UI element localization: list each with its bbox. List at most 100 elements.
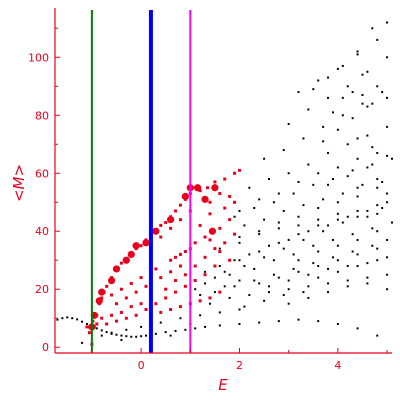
red-data-point (164, 221, 168, 225)
black-data-point (327, 291, 330, 294)
black-data-point (100, 329, 103, 332)
red-data-point (183, 284, 187, 288)
black-data-point (272, 201, 275, 204)
black-data-point (272, 273, 275, 276)
black-data-point (356, 53, 359, 56)
black-data-point (292, 267, 295, 270)
black-data-point (213, 276, 216, 279)
black-data-point (341, 114, 344, 117)
red-data-point (218, 192, 222, 196)
black-data-point (371, 227, 374, 230)
black-data-point (130, 335, 133, 338)
red-data-point (178, 218, 182, 222)
red-data-point (100, 316, 104, 320)
red-data-point (218, 250, 222, 254)
black-data-point (66, 316, 69, 319)
black-data-point (297, 233, 300, 236)
black-data-point (376, 38, 379, 41)
black-data-point (243, 305, 246, 308)
black-data-point (268, 285, 271, 288)
black-data-point (297, 91, 300, 94)
black-data-point (307, 296, 310, 299)
red-data-point (213, 247, 217, 251)
red-data-point (119, 310, 123, 314)
black-data-point (297, 224, 300, 227)
black-data-point (258, 233, 261, 236)
red-data-point (129, 305, 133, 309)
red-data-point (233, 232, 237, 236)
black-data-point (268, 178, 271, 181)
black-data-point (218, 324, 221, 327)
black-data-point (238, 236, 241, 239)
red-data-point (105, 322, 109, 326)
red-data-point (100, 296, 104, 300)
red-data-point (154, 302, 158, 306)
black-data-point (336, 212, 339, 215)
black-data-point (307, 285, 310, 288)
red-data-point (228, 194, 232, 198)
black-data-point (391, 157, 393, 160)
black-data-point (366, 276, 369, 279)
black-data-point (287, 288, 290, 291)
black-data-point (71, 317, 74, 320)
red-large-data-point (95, 297, 103, 305)
red-data-point (203, 255, 207, 259)
red-data-point (208, 238, 212, 242)
black-data-point (302, 137, 305, 140)
black-data-point (336, 128, 339, 131)
red-large-data-point (208, 227, 217, 235)
black-data-point (307, 230, 310, 233)
black-data-point (336, 259, 339, 262)
black-data-point (258, 282, 261, 285)
black-data-point (302, 204, 305, 207)
black-data-point (238, 308, 241, 311)
black-data-point (317, 265, 320, 268)
black-data-point (331, 111, 334, 114)
red-data-point (110, 293, 114, 297)
black-data-point (204, 282, 207, 285)
black-data-point (356, 209, 359, 212)
black-data-point (120, 334, 123, 337)
black-data-point (81, 341, 84, 344)
red-data-point (139, 244, 143, 248)
black-data-point (179, 317, 182, 320)
red-data-point (218, 290, 222, 294)
red-data-point (198, 223, 202, 227)
black-data-point (184, 328, 187, 331)
x-axis-label: E (218, 376, 228, 394)
red-data-point (174, 255, 178, 259)
red-data-point (169, 258, 173, 262)
black-data-point (317, 218, 320, 221)
black-data-point (268, 291, 271, 294)
red-data-point (169, 226, 173, 230)
black-data-point (258, 321, 261, 324)
red-data-point (228, 218, 232, 222)
black-data-point (322, 140, 325, 143)
black-data-point (381, 91, 384, 94)
red-large-data-point (152, 227, 160, 235)
x-tick-label: 4 (334, 359, 341, 372)
black-data-point (297, 318, 300, 321)
red-large-data-point (132, 242, 140, 250)
black-data-point (371, 163, 374, 166)
red-data-point (218, 226, 222, 230)
red-data-point (223, 177, 227, 181)
black-data-point (376, 186, 379, 189)
red-large-data-point (122, 256, 130, 264)
black-data-point (125, 328, 128, 331)
red-large-data-point (98, 288, 106, 296)
black-data-point (140, 335, 143, 338)
black-data-point (218, 247, 221, 250)
black-data-point (356, 238, 359, 241)
black-data-point (386, 288, 389, 291)
black-data-point (56, 318, 59, 321)
black-data-point (336, 201, 339, 204)
black-data-point (297, 215, 300, 218)
black-data-point (287, 172, 290, 175)
black-data-point (95, 327, 98, 330)
red-data-point (119, 287, 123, 291)
black-data-point (381, 180, 384, 183)
black-data-point (312, 244, 315, 247)
black-data-point (317, 224, 320, 227)
